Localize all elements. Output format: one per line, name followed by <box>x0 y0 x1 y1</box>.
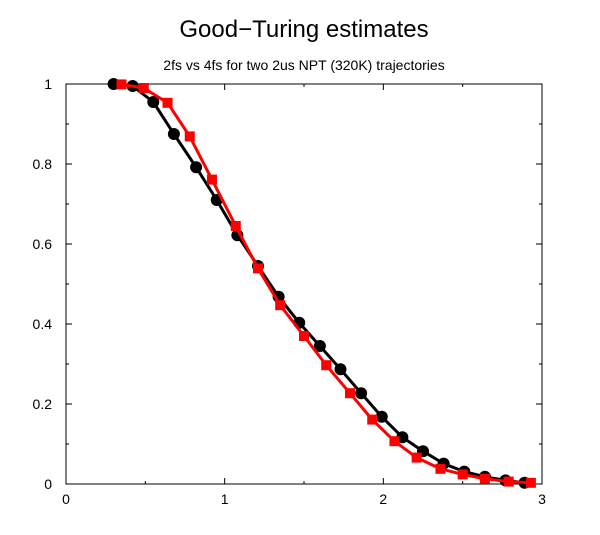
y-tick-label: 1 <box>44 76 52 92</box>
data-point-square <box>389 436 400 447</box>
series-layer <box>107 78 536 489</box>
data-point-square <box>345 388 356 399</box>
data-point-square <box>367 414 378 425</box>
data-point-square <box>116 79 127 90</box>
chart-title: Good−Turing estimates <box>179 16 428 43</box>
data-point-square <box>230 221 241 231</box>
data-point-square <box>503 476 514 487</box>
data-point-circle <box>313 340 326 352</box>
data-point-square <box>457 469 468 480</box>
y-tick-label: 0 <box>44 476 52 492</box>
y-tick-label: 0.8 <box>33 156 53 172</box>
data-point-circle <box>147 96 160 108</box>
series-line <box>121 82 531 485</box>
data-point-square <box>275 300 286 311</box>
x-tick-label: 1 <box>221 491 229 507</box>
y-tick-label: 0.2 <box>33 396 53 412</box>
data-point-circle <box>355 387 368 400</box>
data-point-square <box>162 97 173 108</box>
y-tick-label: 0.4 <box>33 316 53 332</box>
data-point-circle <box>167 128 180 140</box>
data-point-circle <box>375 410 388 423</box>
data-point-square <box>252 263 263 274</box>
series-1 <box>107 78 531 489</box>
x-tick-label: 2 <box>379 491 387 507</box>
data-point-circle <box>190 161 203 174</box>
data-point-square <box>479 473 490 484</box>
x-tick-label: 0 <box>62 491 70 507</box>
series-line <box>113 82 525 485</box>
y-tick-label: 0.6 <box>33 236 53 252</box>
data-point-square <box>435 463 446 474</box>
plot-frame <box>65 83 543 485</box>
data-point-square <box>411 452 422 463</box>
chart-subtitle: 2fs vs 4fs for two 2us NPT (320K) trajec… <box>163 57 444 73</box>
x-tick-label: 3 <box>538 491 546 507</box>
data-point-square <box>206 174 217 185</box>
data-point-square <box>184 131 195 142</box>
series-2 <box>116 79 536 488</box>
data-point-square <box>525 477 536 488</box>
data-point-square <box>299 331 309 341</box>
data-point-square <box>321 360 332 371</box>
axes: 0 1 2 3 0 0.2 0.4 0.6 0.8 1 <box>33 76 547 507</box>
data-point-circle <box>334 363 347 376</box>
data-point-square <box>138 83 149 93</box>
